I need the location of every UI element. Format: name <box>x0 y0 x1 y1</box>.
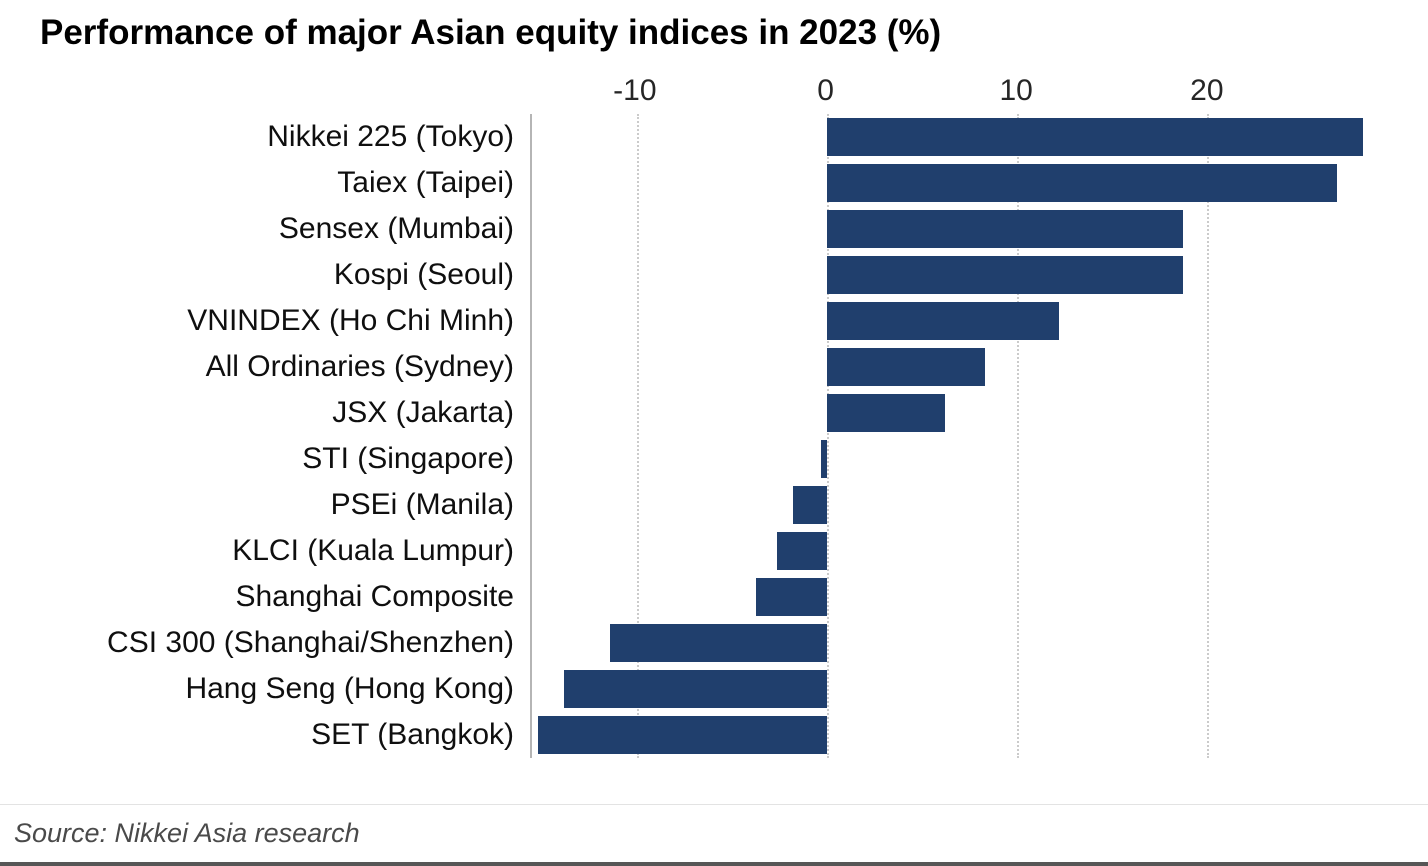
x-tick-label: 10 <box>999 74 1033 107</box>
x-tick-label: 20 <box>1190 74 1224 107</box>
category-label: STI (Singapore) <box>302 442 514 475</box>
category-label: Nikkei 225 (Tokyo) <box>267 120 514 153</box>
category-label: Sensex (Mumbai) <box>278 212 514 245</box>
bar <box>826 302 1059 340</box>
source-footer: Source: Nikkei Asia research <box>0 804 1428 862</box>
bar <box>564 670 827 708</box>
bar-row <box>532 436 1388 482</box>
x-axis: -10 0 10 20 <box>0 62 1428 114</box>
category-label: CSI 300 (Shanghai/Shenzhen) <box>107 626 514 659</box>
category-label: SET (Bangkok) <box>311 718 514 751</box>
bar <box>826 256 1183 294</box>
x-tick-label: 0 <box>817 74 834 107</box>
category-label: Kospi (Seoul) <box>333 258 514 291</box>
bar-row <box>532 620 1388 666</box>
bar-row <box>532 712 1388 758</box>
bar <box>826 348 985 386</box>
gridline <box>1017 114 1020 758</box>
gridline <box>636 114 639 758</box>
bar-row <box>532 528 1388 574</box>
chart-title: Performance of major Asian equity indice… <box>40 13 942 52</box>
bottom-border <box>0 862 1428 866</box>
category-label: Hang Seng (Hong Kong) <box>185 672 514 705</box>
x-tick-label: -10 <box>613 74 657 107</box>
plot-area <box>530 114 1388 758</box>
bar-row <box>532 344 1388 390</box>
bar <box>537 716 827 754</box>
bar-row <box>532 160 1388 206</box>
category-label: VNINDEX (Ho Chi Minh) <box>187 304 514 337</box>
axis-spacer <box>0 62 530 114</box>
bar <box>821 440 827 478</box>
x-axis-ticks: -10 0 10 20 <box>530 62 1388 114</box>
chart-body: Nikkei 225 (Tokyo) Taiex (Taipei) Sensex (… <box>0 114 1428 758</box>
gridline <box>826 114 829 758</box>
category-label: PSEi (Manila) <box>330 488 514 521</box>
bar <box>826 164 1337 202</box>
bar-row <box>532 574 1388 620</box>
bar-row <box>532 252 1388 298</box>
category-label: KLCI (Kuala Lumpur) <box>232 534 514 567</box>
category-label: Shanghai Composite <box>235 580 514 613</box>
bar-row <box>532 206 1388 252</box>
bar <box>777 532 827 570</box>
bar <box>826 210 1183 248</box>
grid-layer <box>532 114 1388 758</box>
bar <box>826 394 945 432</box>
bar <box>792 486 827 524</box>
category-label: Taiex (Taipei) <box>337 166 514 199</box>
bar <box>756 578 827 616</box>
bar <box>609 624 827 662</box>
category-label: JSX (Jakarta) <box>332 396 514 429</box>
bar-row <box>532 666 1388 712</box>
category-labels: Nikkei 225 (Tokyo) Taiex (Taipei) Sensex (… <box>0 114 530 758</box>
category-label: All Ordinaries (Sydney) <box>205 350 514 383</box>
bar <box>826 118 1364 156</box>
bar-row <box>532 298 1388 344</box>
bar-row <box>532 390 1388 436</box>
bars-layer <box>532 114 1388 758</box>
bar-row <box>532 482 1388 528</box>
bar-row <box>532 114 1388 160</box>
source-text: Source: Nikkei Asia research <box>14 818 360 848</box>
gridline <box>1207 114 1210 758</box>
